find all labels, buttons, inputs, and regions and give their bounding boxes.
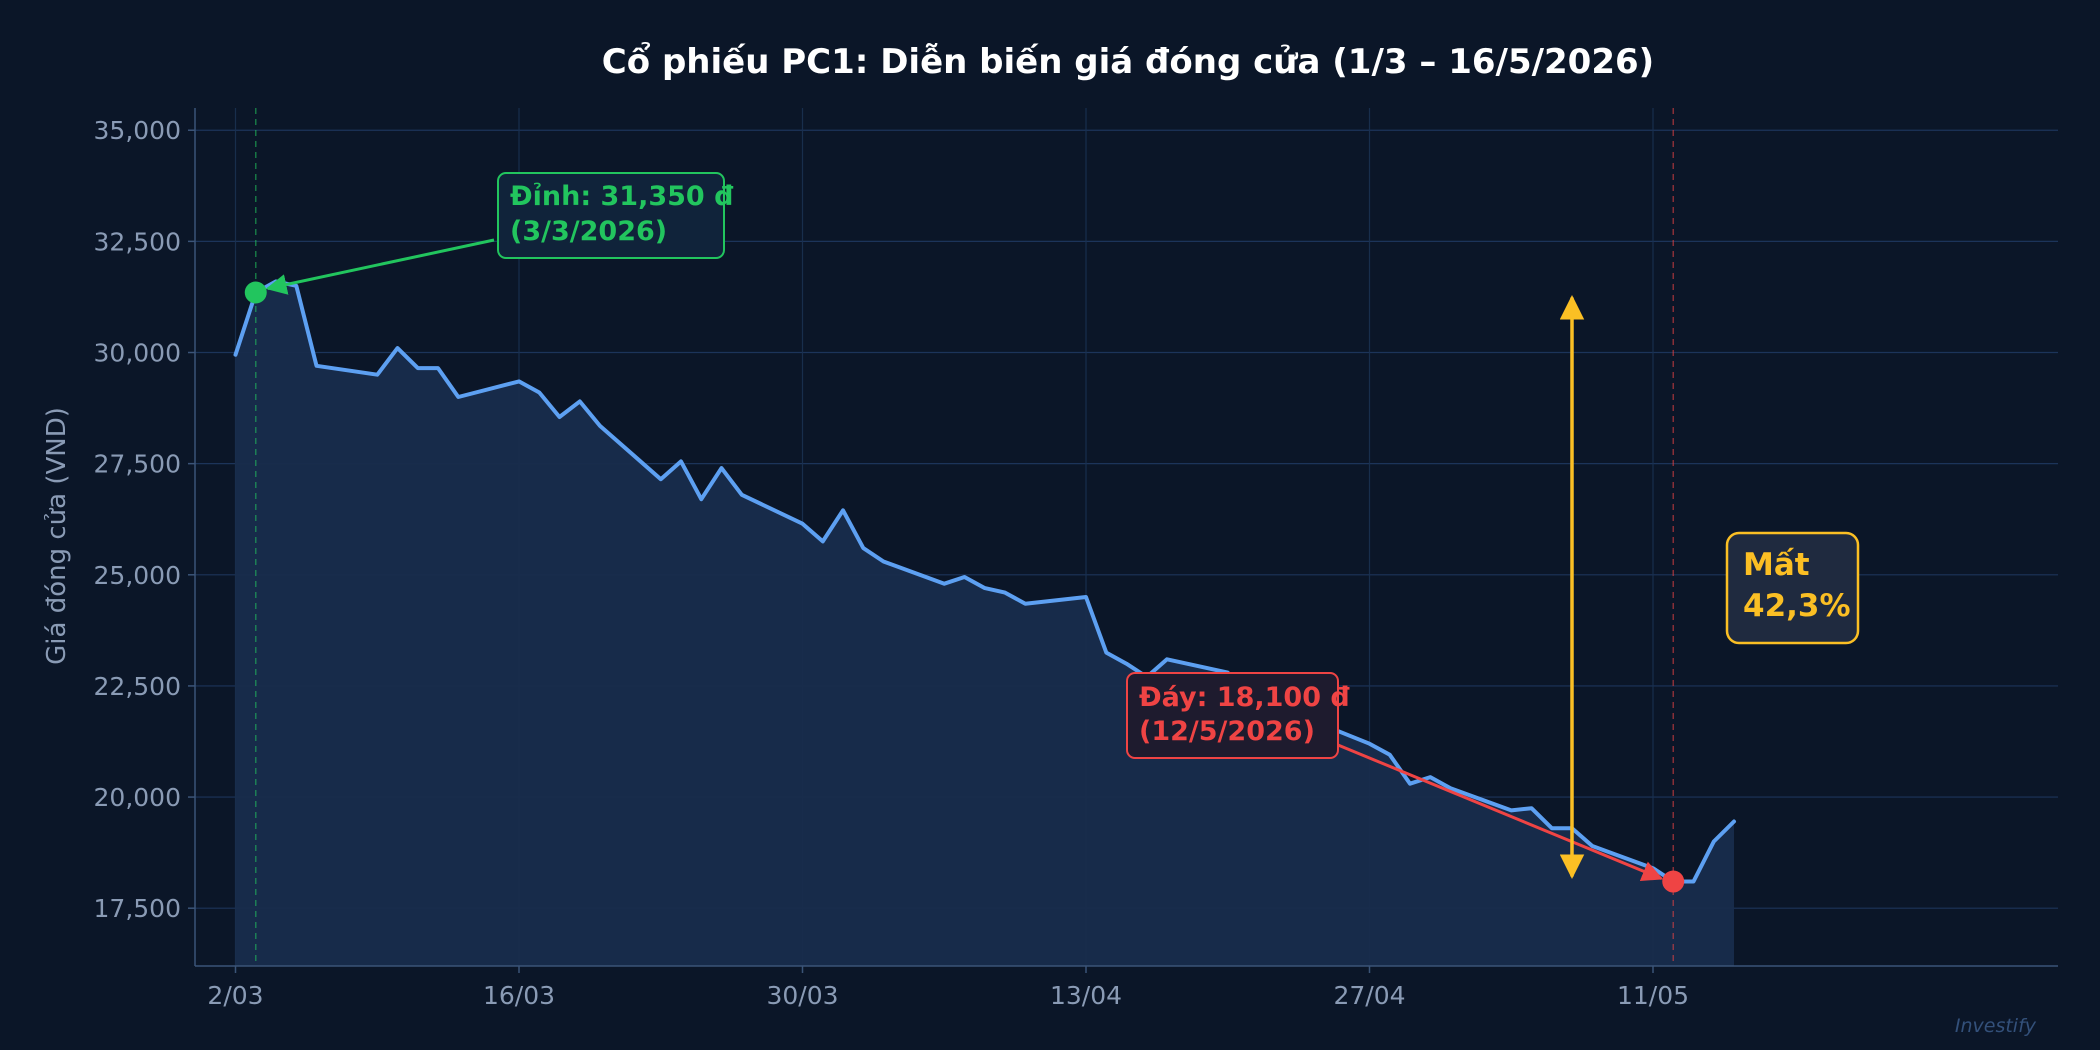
x-tick-label: 30/03 [766,981,838,1010]
y-tick-label: 22,500 [94,672,181,701]
x-tick-label: 16/03 [483,981,555,1010]
y-tick-label: 35,000 [94,116,181,145]
y-tick-label: 27,500 [94,450,181,479]
labels: Cổ phiếu PC1: Diễn biến giá đóng cửa (1/… [42,41,2037,1037]
x-tick-label: 27/04 [1333,981,1405,1010]
trough-label-date: (12/5/2026) [1139,716,1315,747]
x-tick-label: 2/03 [207,981,263,1010]
chart-title: Cổ phiếu PC1: Diễn biến giá đóng cửa (1/… [602,41,1654,82]
peak-marker [244,281,267,304]
axes: 17,500 20,000 22,500 25,000 27,500 30,000 32,5… [94,108,2058,1010]
annotations: Đỉnh: 31,350 đ (3/3/2026) Đáy: 18,100 đ(12… [244,172,1860,893]
trough-arrow [1337,743,1664,882]
x-tick-label: 11/05 [1617,981,1689,1010]
peak-label-value: Đỉnh: 31,350 đ [510,181,734,212]
peak-label-box [497,172,725,259]
peak-arrow [265,238,495,295]
y-tick-label: 25,000 [94,561,181,590]
x-tick-label: 13/04 [1050,981,1122,1010]
reference-lines [255,108,1674,966]
y-axis-label: Giá đóng cửa (VND) [42,407,72,665]
peak-label-date: (3/3/2026) [510,216,667,247]
trough-label-box [1126,672,1339,759]
trough-marker [1662,870,1685,893]
loss-label-value: 42,3% [1743,588,1851,624]
series-layer [233,279,1736,884]
loss-label-title: Mất [1743,547,1810,583]
series-area [235,281,1734,966]
y-tick-label: 17,500 [94,894,181,923]
area-layer [235,281,1734,966]
y-tick-label: 20,000 [94,783,181,812]
y-tick-label: 30,000 [94,339,181,368]
y-tick-label: 32,500 [94,227,181,256]
series-line [233,279,1736,884]
watermark: Investify [1955,1015,2037,1037]
trough-label-value: Đáy: 18,100 đ [1139,682,1350,713]
loss-label-box [1725,531,1860,645]
